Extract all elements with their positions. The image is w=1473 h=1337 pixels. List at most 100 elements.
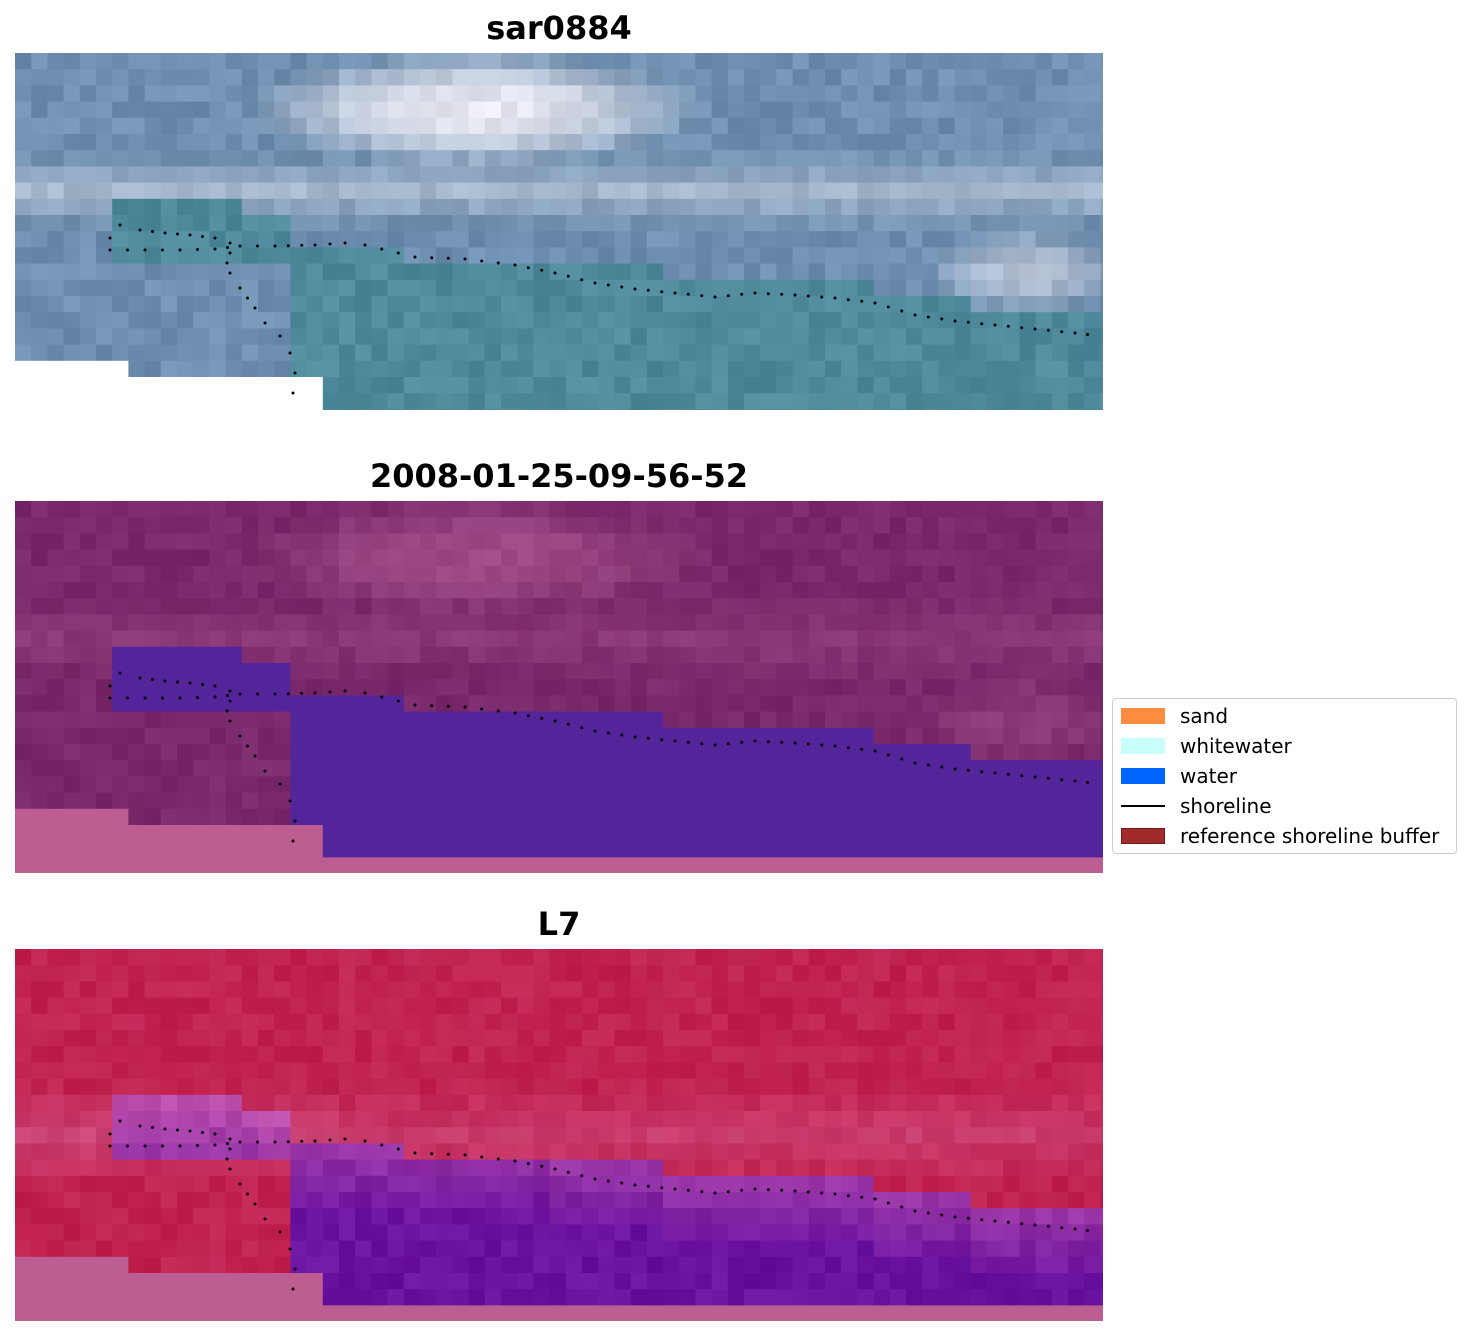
- image-pixel: [290, 808, 308, 826]
- image-pixel: [1068, 981, 1085, 999]
- image-pixel: [160, 263, 178, 281]
- image-pixel: [922, 247, 939, 265]
- image-pixel: [241, 409, 259, 410]
- image-pixel: [79, 841, 97, 858]
- image-pixel: [144, 279, 162, 297]
- image-pixel: [322, 1192, 340, 1209]
- image-pixel: [468, 328, 486, 346]
- image-pixel: [1003, 198, 1020, 216]
- image-pixel: [403, 1208, 421, 1225]
- shoreline-dot: [138, 228, 142, 232]
- image-pixel: [922, 1208, 939, 1225]
- image-pixel: [938, 312, 956, 329]
- image-pixel: [614, 630, 632, 648]
- image-pixel: [79, 679, 97, 696]
- image-pixel: [711, 792, 729, 810]
- image-pixel: [47, 533, 65, 551]
- image-pixel: [582, 663, 599, 680]
- image-pixel: [614, 792, 632, 810]
- image-pixel: [1084, 1240, 1101, 1258]
- image-pixel: [695, 695, 713, 713]
- image-pixel: [403, 360, 421, 378]
- image-pixel: [63, 517, 81, 534]
- image-pixel: [177, 663, 194, 680]
- image-pixel: [290, 501, 308, 518]
- image-pixel: [306, 1305, 324, 1321]
- image-pixel: [663, 1094, 680, 1112]
- image-pixel: [711, 1111, 729, 1128]
- image-pixel: [1003, 1192, 1020, 1209]
- image-pixel: [646, 198, 664, 216]
- image-pixel: [371, 1078, 389, 1096]
- image-pixel: [339, 344, 356, 362]
- image-pixel: [938, 296, 956, 313]
- image-pixel: [1100, 101, 1103, 119]
- image-pixel: [209, 1078, 227, 1096]
- image-pixel: [792, 792, 810, 810]
- image-pixel: [889, 614, 907, 632]
- image-pixel: [339, 727, 356, 745]
- image-pixel: [1051, 1078, 1069, 1096]
- image-pixel: [857, 393, 875, 410]
- image-pixel: [565, 711, 583, 729]
- image-pixel: [339, 117, 356, 135]
- shoreline-dot: [496, 1157, 500, 1161]
- image-pixel: [484, 247, 502, 265]
- image-pixel: [1100, 663, 1103, 680]
- image-pixel: [711, 1224, 729, 1242]
- image-pixel: [258, 117, 275, 135]
- image-pixel: [1068, 679, 1085, 696]
- image-pixel: [371, 1240, 389, 1258]
- image-pixel: [987, 760, 1004, 777]
- image-pixel: [614, 360, 632, 378]
- image-pixel: [1068, 1111, 1085, 1128]
- image-pixel: [63, 150, 81, 167]
- image-pixel: [646, 377, 664, 394]
- image-pixel: [420, 182, 437, 200]
- image-pixel: [1019, 279, 1037, 297]
- image-pixel: [355, 1078, 372, 1096]
- shoreline-dot: [926, 315, 930, 319]
- image-pixel: [1051, 1127, 1069, 1144]
- image-pixel: [517, 69, 534, 86]
- image-pixel: [160, 1256, 178, 1274]
- image-pixel: [339, 296, 356, 313]
- image-pixel: [517, 1240, 534, 1258]
- image-pixel: [371, 695, 389, 713]
- image-pixel: [403, 1256, 421, 1274]
- image-pixel: [695, 134, 713, 151]
- image-pixel: [403, 711, 421, 729]
- image-pixel: [290, 166, 308, 184]
- shoreline-dot: [1033, 1223, 1037, 1227]
- image-pixel: [403, 997, 421, 1015]
- image-pixel: [776, 69, 794, 86]
- image-pixel: [225, 263, 243, 281]
- rgb-image: [15, 53, 1103, 410]
- image-pixel: [501, 1143, 518, 1161]
- image-pixel: [306, 344, 324, 362]
- image-pixel: [501, 630, 518, 648]
- image-pixel: [177, 1013, 194, 1031]
- image-pixel: [241, 711, 259, 729]
- image-pixel: [695, 965, 713, 982]
- image-pixel: [177, 679, 194, 696]
- image-pixel: [922, 792, 939, 810]
- panel-title-classified: 2008-01-25-09-56-52: [369, 457, 749, 495]
- image-pixel: [355, 231, 372, 248]
- image-pixel: [468, 85, 486, 103]
- image-pixel: [371, 825, 389, 842]
- image-pixel: [549, 792, 567, 810]
- image-pixel: [679, 328, 696, 346]
- image-pixel: [630, 646, 648, 664]
- image-pixel: [225, 808, 243, 826]
- image-pixel: [663, 776, 680, 794]
- image-pixel: [565, 215, 583, 232]
- image-pixel: [436, 166, 453, 184]
- shoreline-dot: [380, 1143, 384, 1147]
- image-pixel: [501, 312, 518, 329]
- image-pixel: [565, 117, 583, 135]
- image-pixel: [533, 533, 551, 551]
- image-pixel: [225, 517, 243, 534]
- image-pixel: [630, 549, 648, 567]
- image-pixel: [501, 247, 518, 265]
